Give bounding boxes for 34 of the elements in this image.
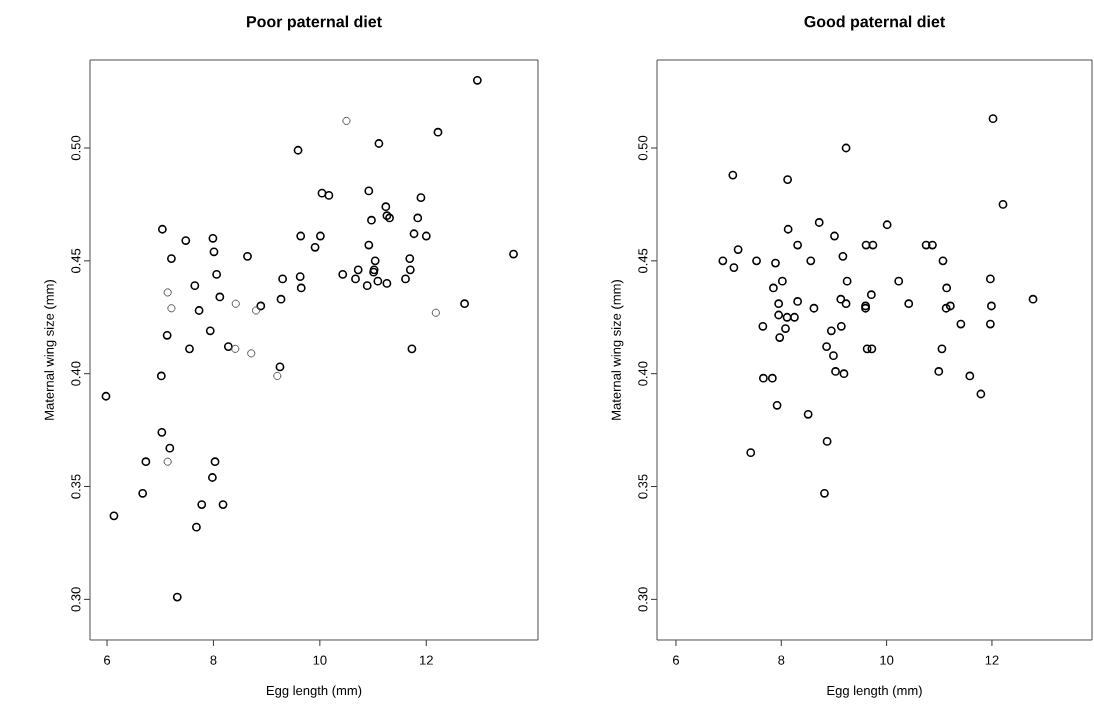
x-tick-label: 12 [985, 655, 999, 665]
x-tick-label: 10 [880, 655, 894, 665]
point [163, 457, 172, 466]
chart-title: Good paternal diet [804, 15, 945, 31]
y-tick-label: 0.45 [71, 248, 81, 273]
x-tick-label: 6 [104, 655, 111, 665]
point [273, 371, 282, 381]
y-tick-label: 0.40 [638, 361, 648, 386]
x-tick-label: 12 [420, 655, 433, 665]
x-tick-label: 8 [210, 655, 217, 665]
point [342, 116, 351, 126]
point [251, 306, 261, 315]
x-axis-title: Egg length (mm) [827, 685, 922, 698]
y-tick-label: 0.50 [638, 135, 648, 161]
y-axis-title: Maternal wing size (mm) [44, 280, 57, 420]
point [431, 308, 440, 317]
x-axis-title: Egg length (mm) [267, 685, 362, 698]
point [231, 299, 240, 308]
point [167, 304, 176, 313]
y-tick-label: 0.45 [638, 248, 648, 273]
point [247, 349, 256, 358]
y-tick-label: 0.50 [71, 135, 81, 161]
x-tick-label: 6 [673, 655, 680, 665]
y-axis-title: Maternal wing size (mm) [611, 280, 624, 420]
x-tick-label: 8 [778, 655, 785, 665]
point [231, 344, 240, 353]
point [163, 288, 172, 297]
chart-title: Poor paternal diet [247, 15, 382, 31]
x-tick-label: 10 [313, 655, 327, 665]
y-tick-label: 0.30 [71, 587, 81, 612]
y-tick-label: 0.30 [638, 587, 648, 612]
y-tick-label: 0.40 [71, 361, 81, 386]
y-tick-label: 0.35 [71, 474, 81, 499]
y-tick-label: 0.35 [638, 474, 648, 499]
